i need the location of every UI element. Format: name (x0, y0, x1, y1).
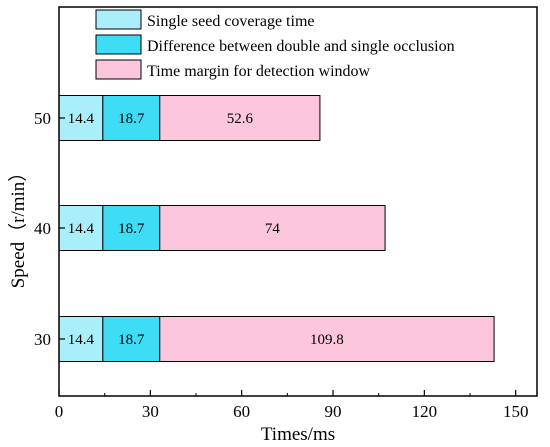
y-tick-label: 50 (34, 109, 51, 128)
bar-segment (159, 95, 321, 141)
bar-data-label: 18.7 (118, 332, 145, 348)
legend-swatch (95, 59, 142, 80)
legend-label: Single seed coverage time (147, 13, 315, 30)
legend: Single seed coverage time Difference betw… (95, 9, 455, 80)
bar-segment (58, 95, 104, 141)
y-axis: 50 40 30 (34, 109, 65, 349)
y-axis-title: Speed（r/min） (7, 163, 29, 289)
x-tick-label: 60 (233, 402, 250, 421)
bar-data-label: 52.6 (227, 111, 254, 127)
x-axis-title: Times/ms (261, 424, 335, 445)
legend-swatch (95, 34, 142, 55)
legend-label: Time margin for detection window (147, 63, 371, 80)
plot-frame (58, 6, 538, 397)
x-tick-label: 150 (503, 402, 529, 421)
bar-segment (58, 316, 104, 362)
bars-group (58, 95, 495, 362)
x-tick-label: 30 (142, 402, 159, 421)
bar-segment (159, 316, 495, 362)
bar-segment (102, 205, 161, 251)
x-tick-label: 120 (412, 402, 438, 421)
x-tick-label: 90 (325, 402, 342, 421)
bar-data-label: 18.7 (118, 221, 145, 237)
bar-data-label: 14.4 (68, 221, 95, 237)
y-tick-label: 30 (34, 330, 51, 349)
x-axis: 0 30 60 90 120 150 (55, 390, 529, 421)
y-tick-label: 40 (34, 219, 51, 238)
bar-segment (102, 95, 161, 141)
bar-data-label: 18.7 (118, 111, 145, 127)
x-tick-label: 0 (55, 402, 64, 421)
bar-segment (159, 205, 386, 251)
bar-data-label: 74 (265, 221, 281, 237)
bar-segment (102, 316, 161, 362)
bar-data-label: 14.4 (68, 111, 95, 127)
bar-labels-group: 14.4 18.7 52.6 14.4 18.7 74 14.4 18.7 109.8 (68, 111, 344, 348)
bar-data-label: 14.4 (68, 332, 95, 348)
legend-label: Difference between double and single occ… (147, 38, 455, 55)
bar-data-label: 109.8 (310, 332, 344, 348)
legend-swatch (95, 9, 142, 30)
